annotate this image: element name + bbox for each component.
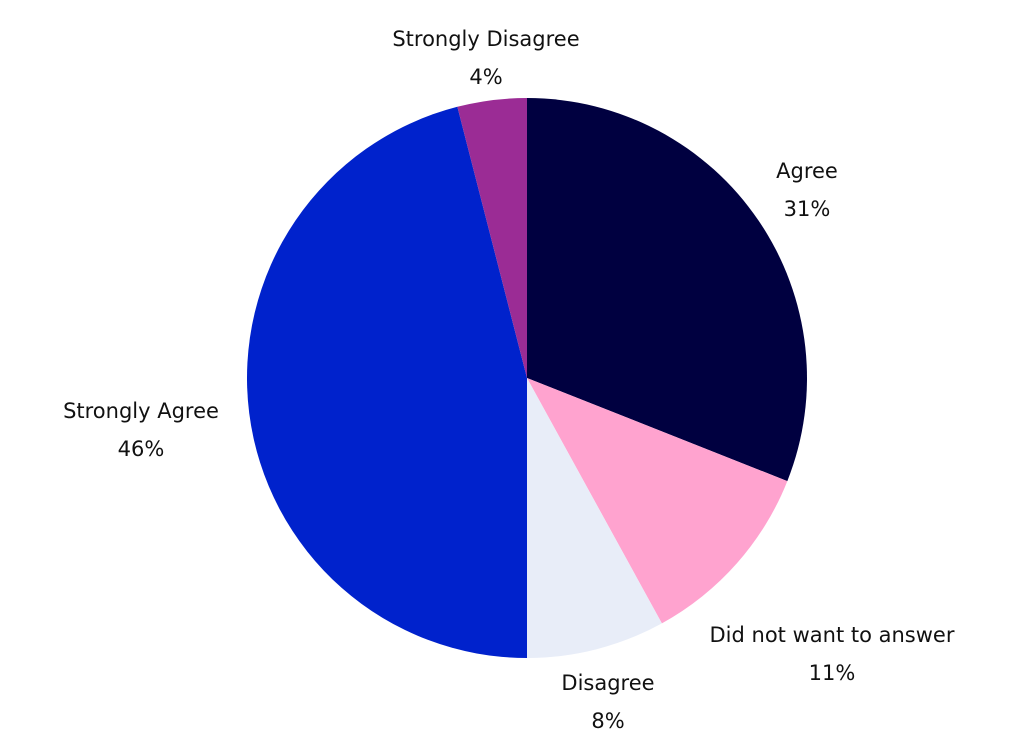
pie-slice-disagree [527,378,662,658]
slice-value-disagree: 8% [591,709,624,733]
slice-label-did-not-want-to-answer: Did not want to answer [710,623,955,647]
slice-value-strongly-disagree: 4% [469,65,502,89]
labels-group: Agree 31% Did not want to answer 11% Disagre… [63,27,955,733]
slice-label-disagree: Disagree [561,671,654,695]
slice-label-agree: Agree [776,159,838,183]
pie-slice-strongly-disagree [457,98,527,378]
slice-value-did-not-want-to-answer: 11% [809,661,856,685]
slice-label-strongly-agree: Strongly Agree [63,399,219,423]
slice-value-agree: 31% [784,197,831,221]
slices-group [247,98,807,659]
pie-slice-strongly-agree [247,106,527,659]
slice-value-strongly-agree: 46% [118,437,165,461]
slice-label-strongly-disagree: Strongly Disagree [392,27,579,51]
pie-slice-did-not-want-to-answer [527,378,788,624]
pie-slice-agree [527,98,807,482]
